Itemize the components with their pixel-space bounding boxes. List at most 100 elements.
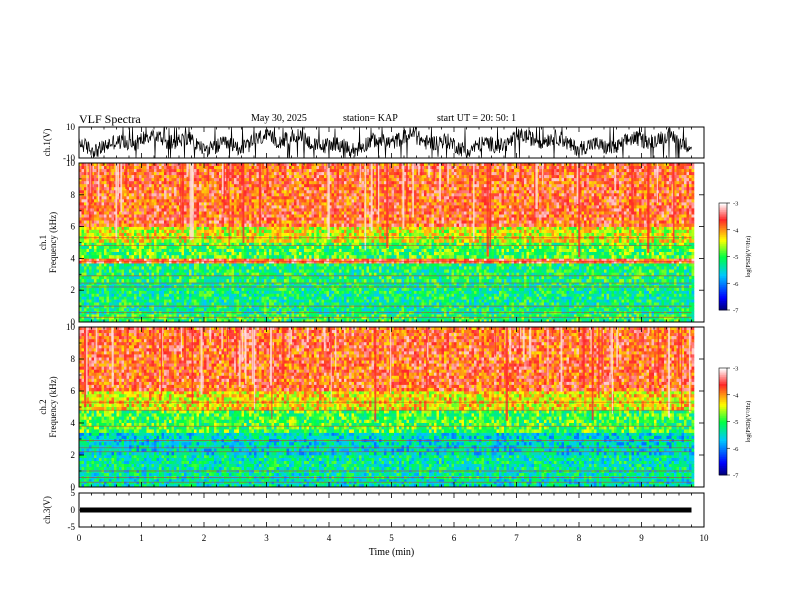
psd-cell bbox=[222, 314, 225, 317]
psd-cell bbox=[457, 291, 460, 294]
psd-cell bbox=[99, 314, 102, 317]
psd-cell bbox=[684, 314, 687, 317]
psd-cell bbox=[89, 288, 92, 291]
psd-cell bbox=[184, 314, 187, 317]
psd-cell bbox=[237, 314, 240, 317]
psd-cell bbox=[279, 314, 282, 317]
psd-cell bbox=[82, 288, 85, 291]
psd-cell bbox=[657, 314, 660, 317]
psd-cell bbox=[214, 288, 217, 291]
psd-cell bbox=[634, 291, 637, 294]
psd-cell bbox=[557, 288, 560, 291]
psd-cell bbox=[197, 291, 200, 294]
psd-cell bbox=[129, 288, 132, 291]
psd-cell bbox=[394, 314, 397, 317]
psd-cell bbox=[619, 288, 622, 291]
psd-cell bbox=[417, 291, 420, 294]
psd-cell bbox=[327, 314, 330, 317]
psd-cell bbox=[519, 288, 522, 291]
psd-cell bbox=[622, 288, 625, 291]
psd-cell bbox=[234, 314, 237, 317]
psd-cell bbox=[394, 291, 397, 294]
psd-cell bbox=[332, 314, 335, 317]
psd-cell bbox=[204, 314, 207, 317]
psd-cell bbox=[159, 288, 162, 291]
psd-cell bbox=[314, 314, 317, 317]
psd-cell bbox=[369, 288, 372, 291]
psd-cell bbox=[562, 314, 565, 317]
psd-cell bbox=[187, 291, 190, 294]
psd-cell bbox=[652, 314, 655, 317]
psd-cell bbox=[517, 291, 520, 294]
psd-cell bbox=[397, 288, 400, 291]
psd-cell bbox=[92, 288, 95, 291]
psd-cell bbox=[402, 288, 405, 291]
psd-cell bbox=[107, 291, 110, 294]
psd-cell bbox=[387, 314, 390, 317]
psd-cell bbox=[104, 291, 107, 294]
psd-cell bbox=[164, 314, 167, 317]
psd-cell bbox=[617, 314, 620, 317]
psd-cell bbox=[327, 288, 330, 291]
psd-cell bbox=[362, 288, 365, 291]
psd-cell bbox=[269, 314, 272, 317]
psd-cell bbox=[622, 291, 625, 294]
psd-cell bbox=[637, 291, 640, 294]
psd-cell bbox=[362, 314, 365, 317]
psd-cell bbox=[274, 288, 277, 291]
psd-cell bbox=[589, 314, 592, 317]
psd-cell bbox=[449, 314, 452, 317]
psd-cell bbox=[579, 291, 582, 294]
psd-cell bbox=[314, 288, 317, 291]
psd-cell bbox=[477, 291, 480, 294]
psd-cell bbox=[147, 314, 150, 317]
psd-cell bbox=[409, 288, 412, 291]
psd-cell bbox=[224, 288, 227, 291]
psd-cell bbox=[207, 291, 210, 294]
psd-cell bbox=[412, 288, 415, 291]
psd-cell bbox=[472, 291, 475, 294]
psd-cell bbox=[127, 291, 130, 294]
psd-cell bbox=[617, 291, 620, 294]
psd-cell bbox=[294, 314, 297, 317]
psd-cell bbox=[184, 291, 187, 294]
psd-cell bbox=[419, 288, 422, 291]
psd-cell bbox=[589, 288, 592, 291]
psd-cell bbox=[664, 314, 667, 317]
psd-cell bbox=[452, 314, 455, 317]
psd-cell bbox=[477, 288, 480, 291]
psd-cell bbox=[567, 288, 570, 291]
psd-cell bbox=[234, 291, 237, 294]
psd-cell bbox=[167, 291, 170, 294]
psd-cell bbox=[337, 291, 340, 294]
psd-cell bbox=[229, 314, 232, 317]
psd-cell bbox=[542, 291, 545, 294]
psd-cell bbox=[189, 314, 192, 317]
psd-cell bbox=[434, 291, 437, 294]
psd-cell bbox=[674, 288, 677, 291]
psd-cell bbox=[102, 288, 105, 291]
psd-cell bbox=[479, 314, 482, 317]
psd-cell bbox=[624, 291, 627, 294]
psd-cell bbox=[542, 314, 545, 317]
psd-cell bbox=[419, 314, 422, 317]
psd-cell bbox=[382, 288, 385, 291]
psd-cell bbox=[87, 288, 90, 291]
psd-cell bbox=[594, 314, 597, 317]
psd-cell bbox=[109, 288, 112, 291]
psd-cell bbox=[327, 291, 330, 294]
psd-cell bbox=[452, 291, 455, 294]
psd-cell bbox=[507, 314, 510, 317]
psd-cell bbox=[234, 288, 237, 291]
psd-cell bbox=[167, 288, 170, 291]
psd-cell bbox=[612, 314, 615, 317]
psd-cell bbox=[527, 314, 530, 317]
psd-cell bbox=[182, 288, 185, 291]
psd-cell bbox=[104, 288, 107, 291]
psd-cell bbox=[562, 291, 565, 294]
psd-cell bbox=[499, 291, 502, 294]
psd-cell bbox=[139, 288, 142, 291]
psd-cell bbox=[367, 291, 370, 294]
psd-cell bbox=[347, 288, 350, 291]
psd-cell bbox=[294, 288, 297, 291]
